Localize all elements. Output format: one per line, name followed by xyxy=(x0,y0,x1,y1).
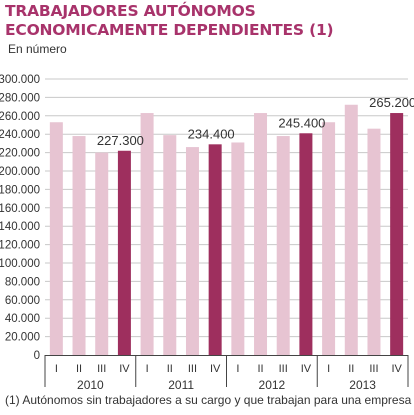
x-tick-label: II xyxy=(257,363,263,375)
bar xyxy=(117,150,131,355)
x-tick-label: IV xyxy=(119,363,130,375)
data-label: 234.400 xyxy=(188,126,235,141)
x-tick-label: IV xyxy=(210,363,221,375)
data-labels: 227.300 234.400 245.400 265.200 xyxy=(97,95,414,148)
data-label: 265.200 xyxy=(369,95,414,110)
y-tick-label: 300.000 xyxy=(0,74,40,86)
x-tick-label: I xyxy=(236,363,239,375)
bar xyxy=(231,142,245,355)
y-tick-label: 240.000 xyxy=(0,129,40,141)
x-tick-label: IV xyxy=(391,363,402,375)
year-label: 2013 xyxy=(349,378,376,392)
chart-subtitle: En número xyxy=(8,42,67,56)
y-tick-label: 20.000 xyxy=(5,332,40,344)
y-tick-label: 40.000 xyxy=(5,313,40,325)
bar xyxy=(390,113,404,355)
bar xyxy=(49,122,63,356)
x-tick-label: II xyxy=(167,363,173,375)
x-tick-label: IV xyxy=(301,363,312,375)
x-tick-label: III xyxy=(369,363,378,375)
chart-title: TRABAJADORES AUTÓNOMOS ECONOMICAMENTE DE… xyxy=(5,2,334,39)
y-tick-label: 180.000 xyxy=(0,184,40,196)
bar xyxy=(208,144,222,355)
y-tick-label: 60.000 xyxy=(5,295,40,307)
x-tick-label: II xyxy=(348,363,354,375)
y-tick-label: 100.000 xyxy=(0,258,40,270)
bar xyxy=(185,147,199,355)
bar xyxy=(299,133,313,355)
bar xyxy=(367,128,381,355)
bar xyxy=(95,152,109,355)
data-label: 245.400 xyxy=(278,115,325,130)
bar xyxy=(163,135,177,355)
y-tick-label: 120.000 xyxy=(0,240,40,252)
x-tick-label: III xyxy=(188,363,197,375)
bar xyxy=(254,113,268,355)
x-tick-label: I xyxy=(146,363,149,375)
chart-footnote: (1) Autónomos sin trabajadores a su carg… xyxy=(5,393,412,407)
year-label: 2010 xyxy=(77,378,104,392)
bar xyxy=(276,136,290,355)
year-label: 2012 xyxy=(259,378,286,392)
data-label: 227.300 xyxy=(97,133,144,148)
y-tick-label: 0 xyxy=(34,350,40,362)
y-tick-label: 280.000 xyxy=(0,92,40,104)
x-tick-label: III xyxy=(97,363,106,375)
bar-chart: 0 20.000 40.000 60.000 80.000 100.000 120.000 1… xyxy=(0,74,414,392)
y-axis: 0 20.000 40.000 60.000 80.000 100.000 120.000 1… xyxy=(0,74,40,362)
bar xyxy=(344,104,358,355)
x-tick-label: I xyxy=(327,363,330,375)
y-tick-label: 200.000 xyxy=(0,166,40,178)
x-tick-label: III xyxy=(279,363,288,375)
x-tick-label: II xyxy=(76,363,82,375)
y-tick-label: 160.000 xyxy=(0,203,40,215)
y-tick-label: 140.000 xyxy=(0,221,40,233)
bars xyxy=(49,104,404,356)
x-tick-label: I xyxy=(55,363,58,375)
y-tick-label: 80.000 xyxy=(5,276,40,288)
bar xyxy=(322,122,336,356)
bar xyxy=(140,113,154,355)
y-tick-label: 220.000 xyxy=(0,148,40,160)
bar xyxy=(72,136,86,355)
y-tick-label: 260.000 xyxy=(0,111,40,123)
year-label: 2011 xyxy=(168,378,194,392)
